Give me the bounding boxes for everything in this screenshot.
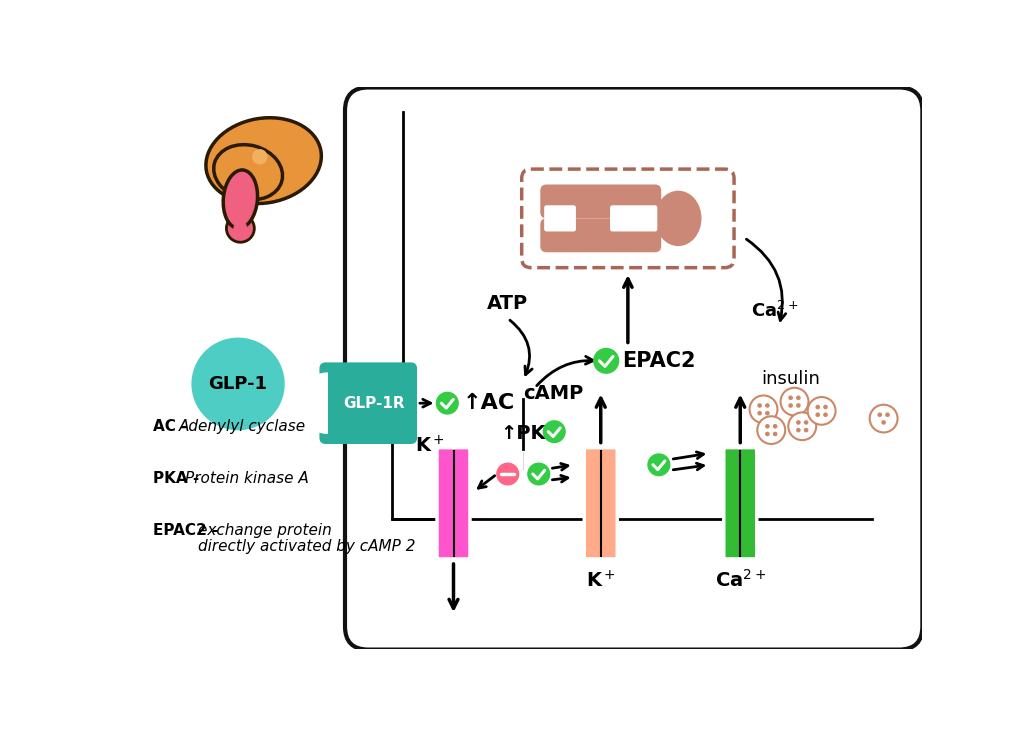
Text: cAMP: cAMP [523, 384, 584, 403]
Circle shape [544, 421, 565, 443]
FancyArrowPatch shape [624, 279, 632, 343]
FancyBboxPatch shape [724, 448, 757, 559]
Text: K$^+$: K$^+$ [416, 435, 445, 456]
FancyArrowPatch shape [673, 463, 703, 469]
FancyArrowPatch shape [552, 475, 567, 482]
Circle shape [815, 405, 820, 410]
Circle shape [823, 413, 827, 417]
FancyArrowPatch shape [736, 398, 744, 443]
Circle shape [226, 214, 254, 242]
Circle shape [497, 463, 518, 485]
FancyArrowPatch shape [537, 356, 593, 386]
Circle shape [885, 413, 890, 417]
Circle shape [648, 454, 670, 475]
Circle shape [788, 413, 816, 440]
Text: GLP-1R: GLP-1R [344, 396, 406, 410]
Circle shape [765, 424, 770, 429]
Ellipse shape [223, 170, 258, 228]
Text: EPAC2 -: EPAC2 - [153, 523, 223, 538]
Text: directly activated by cAMP 2: directly activated by cAMP 2 [198, 539, 416, 554]
FancyArrowPatch shape [746, 239, 785, 321]
FancyBboxPatch shape [345, 87, 923, 650]
Text: ↑PKA: ↑PKA [500, 424, 560, 443]
Text: GLP-1: GLP-1 [209, 375, 267, 393]
Circle shape [233, 222, 248, 235]
Circle shape [758, 403, 762, 408]
Circle shape [796, 428, 801, 432]
Ellipse shape [206, 118, 322, 203]
Circle shape [882, 420, 886, 425]
Circle shape [788, 395, 793, 400]
Circle shape [594, 348, 618, 373]
Circle shape [788, 403, 793, 408]
Circle shape [758, 416, 785, 444]
Circle shape [750, 395, 777, 424]
Ellipse shape [214, 144, 283, 200]
Circle shape [436, 392, 458, 414]
FancyArrowPatch shape [420, 399, 430, 407]
FancyBboxPatch shape [610, 206, 657, 232]
FancyBboxPatch shape [544, 206, 575, 232]
Circle shape [765, 432, 770, 436]
Text: K$^+$: K$^+$ [586, 569, 615, 591]
Text: Ca$^{2+}$: Ca$^{2+}$ [752, 301, 799, 321]
Circle shape [252, 149, 267, 165]
FancyBboxPatch shape [541, 219, 662, 252]
Circle shape [190, 336, 286, 432]
Circle shape [808, 397, 836, 425]
Circle shape [758, 411, 762, 416]
FancyArrowPatch shape [673, 452, 703, 459]
FancyArrowPatch shape [510, 320, 532, 375]
Circle shape [528, 463, 550, 485]
Wedge shape [297, 373, 328, 434]
Text: ↑AC: ↑AC [463, 393, 515, 413]
FancyArrowPatch shape [596, 398, 605, 443]
FancyArrowPatch shape [478, 476, 495, 488]
Text: EPAC2: EPAC2 [623, 351, 696, 371]
Circle shape [804, 420, 809, 425]
Text: exchange protein: exchange protein [198, 523, 332, 538]
Circle shape [869, 405, 898, 432]
FancyBboxPatch shape [319, 362, 417, 444]
Text: insulin: insulin [761, 370, 820, 388]
Circle shape [773, 424, 777, 429]
FancyArrowPatch shape [450, 564, 458, 608]
Text: Protein kinase A: Protein kinase A [185, 471, 309, 486]
FancyBboxPatch shape [437, 448, 470, 559]
Circle shape [878, 413, 882, 417]
Text: Adenylyl cyclase: Adenylyl cyclase [179, 418, 306, 434]
Text: PKA -: PKA - [153, 471, 205, 486]
Circle shape [773, 432, 777, 436]
Circle shape [780, 388, 809, 416]
Circle shape [823, 405, 827, 410]
Text: ATP: ATP [487, 294, 528, 313]
Circle shape [815, 413, 820, 417]
Text: Ca$^{2+}$: Ca$^{2+}$ [715, 569, 766, 591]
Circle shape [804, 428, 809, 432]
FancyBboxPatch shape [585, 448, 617, 559]
Text: AC -: AC - [153, 418, 193, 434]
Circle shape [765, 411, 770, 416]
Circle shape [796, 403, 801, 408]
Circle shape [765, 403, 770, 408]
Ellipse shape [655, 191, 701, 246]
Circle shape [796, 395, 801, 400]
FancyBboxPatch shape [541, 184, 662, 219]
Circle shape [796, 420, 801, 425]
FancyArrowPatch shape [552, 464, 568, 470]
